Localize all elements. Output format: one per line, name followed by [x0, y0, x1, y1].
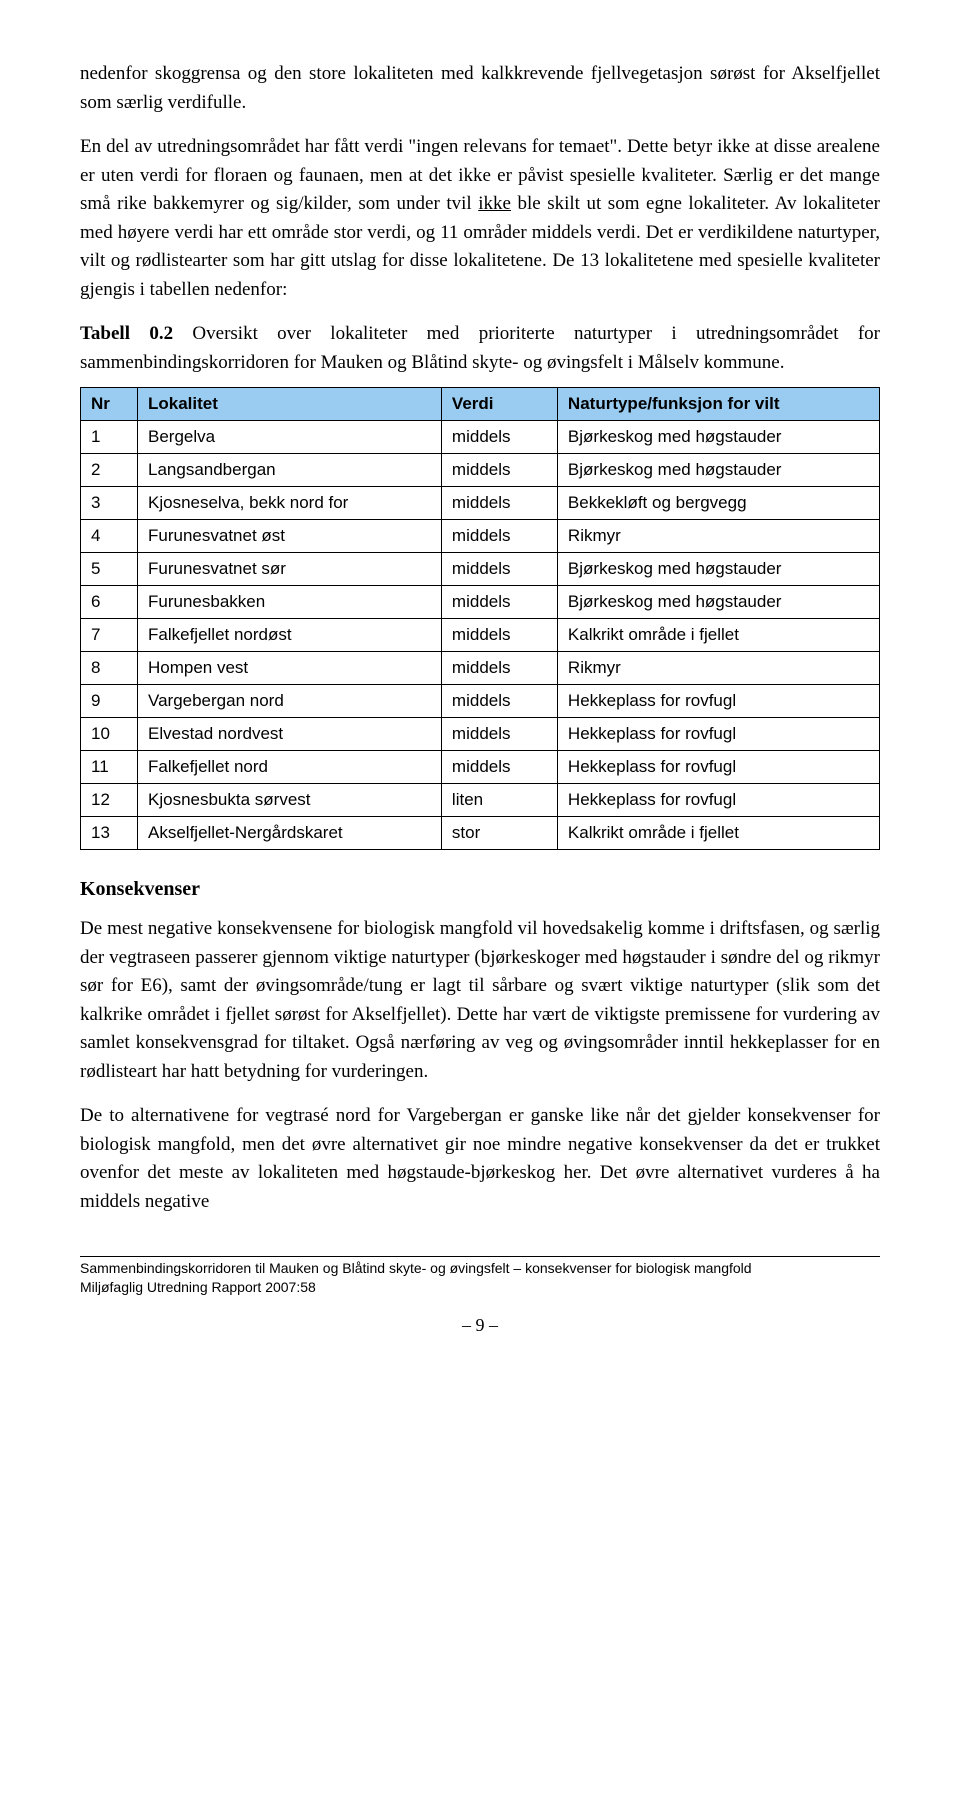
konsekvenser-paragraph-2: De to alternativene for vegtrasé nord fo… [80, 1102, 880, 1216]
cell-natur: Bjørkeskog med høgstauder [557, 421, 879, 454]
table-row: 9Vargebergan nordmiddelsHekkeplass for r… [81, 685, 880, 718]
table-row: 8Hompen vestmiddelsRikmyr [81, 652, 880, 685]
cell-natur: Bekkekløft og bergvegg [557, 487, 879, 520]
cell-natur: Hekkeplass for rovfugl [557, 685, 879, 718]
cell-nr: 9 [81, 685, 138, 718]
footer-line-1: Sammenbindingskorridoren til Mauken og B… [80, 1259, 880, 1278]
paragraph-1: nedenfor skoggrensa og den store lokalit… [80, 60, 880, 117]
cell-nr: 12 [81, 784, 138, 817]
cell-lokalitet: Furunesbakken [138, 586, 442, 619]
cell-lokalitet: Falkefjellet nordøst [138, 619, 442, 652]
table-row: 3Kjosneselva, bekk nord formiddelsBekkek… [81, 487, 880, 520]
cell-natur: Rikmyr [557, 652, 879, 685]
cell-natur: Bjørkeskog med høgstauder [557, 454, 879, 487]
cell-verdi: middels [441, 454, 557, 487]
cell-nr: 7 [81, 619, 138, 652]
localities-table: Nr Lokalitet Verdi Naturtype/funksjon fo… [80, 387, 880, 850]
cell-lokalitet: Furunesvatnet sør [138, 553, 442, 586]
cell-natur: Hekkeplass for rovfugl [557, 784, 879, 817]
paragraph-2: En del av utredningsområdet har fått ver… [80, 133, 880, 304]
col-header-nr: Nr [81, 388, 138, 421]
cell-nr: 10 [81, 718, 138, 751]
cell-lokalitet: Vargebergan nord [138, 685, 442, 718]
section-heading-konsekvenser: Konsekvenser [80, 878, 880, 901]
cell-nr: 2 [81, 454, 138, 487]
cell-nr: 11 [81, 751, 138, 784]
paragraph-2-underline: ikke [478, 193, 511, 214]
table-caption-text: Oversikt over lokaliteter med prioritert… [80, 323, 880, 373]
table-row: 5Furunesvatnet sørmiddelsBjørkeskog med … [81, 553, 880, 586]
cell-verdi: liten [441, 784, 557, 817]
cell-verdi: middels [441, 685, 557, 718]
table-body: 1BergelvamiddelsBjørkeskog med høgstaude… [81, 421, 880, 850]
cell-lokalitet: Langsandbergan [138, 454, 442, 487]
cell-verdi: middels [441, 718, 557, 751]
page-footer: Sammenbindingskorridoren til Mauken og B… [80, 1256, 880, 1297]
cell-nr: 6 [81, 586, 138, 619]
cell-nr: 3 [81, 487, 138, 520]
footer-line-2: Miljøfaglig Utredning Rapport 2007:58 [80, 1278, 880, 1297]
table-row: 2LangsandberganmiddelsBjørkeskog med høg… [81, 454, 880, 487]
cell-natur: Hekkeplass for rovfugl [557, 718, 879, 751]
cell-natur: Rikmyr [557, 520, 879, 553]
konsekvenser-paragraph-1: De mest negative konsekvensene for biolo… [80, 915, 880, 1086]
cell-natur: Hekkeplass for rovfugl [557, 751, 879, 784]
cell-verdi: middels [441, 751, 557, 784]
table-caption: Tabell 0.2 Oversikt over lokaliteter med… [80, 320, 880, 377]
table-header: Nr Lokalitet Verdi Naturtype/funksjon fo… [81, 388, 880, 421]
col-header-naturtype: Naturtype/funksjon for vilt [557, 388, 879, 421]
cell-natur: Bjørkeskog med høgstauder [557, 553, 879, 586]
table-row: 12Kjosnesbukta sørvestlitenHekkeplass fo… [81, 784, 880, 817]
cell-lokalitet: Elvestad nordvest [138, 718, 442, 751]
cell-verdi: middels [441, 652, 557, 685]
cell-lokalitet: Kjosneselva, bekk nord for [138, 487, 442, 520]
cell-lokalitet: Kjosnesbukta sørvest [138, 784, 442, 817]
cell-nr: 5 [81, 553, 138, 586]
cell-verdi: middels [441, 619, 557, 652]
cell-verdi: middels [441, 520, 557, 553]
paragraph-1-text: nedenfor skoggrensa og den store lokalit… [80, 63, 880, 113]
cell-verdi: middels [441, 553, 557, 586]
cell-natur: Bjørkeskog med høgstauder [557, 586, 879, 619]
cell-verdi: stor [441, 817, 557, 850]
cell-natur: Kalkrikt område i fjellet [557, 817, 879, 850]
document-page: nedenfor skoggrensa og den store lokalit… [0, 0, 960, 1376]
cell-lokalitet: Falkefjellet nord [138, 751, 442, 784]
cell-nr: 4 [81, 520, 138, 553]
cell-verdi: middels [441, 487, 557, 520]
table-row: 6FurunesbakkenmiddelsBjørkeskog med høgs… [81, 586, 880, 619]
cell-nr: 1 [81, 421, 138, 454]
cell-nr: 13 [81, 817, 138, 850]
col-header-verdi: Verdi [441, 388, 557, 421]
table-row: 13Akselfjellet-NergårdskaretstorKalkrikt… [81, 817, 880, 850]
page-number: – 9 – [80, 1315, 880, 1336]
cell-nr: 8 [81, 652, 138, 685]
table-caption-label: Tabell 0.2 [80, 323, 173, 344]
cell-verdi: middels [441, 421, 557, 454]
cell-lokalitet: Akselfjellet-Nergårdskaret [138, 817, 442, 850]
cell-lokalitet: Furunesvatnet øst [138, 520, 442, 553]
cell-lokalitet: Hompen vest [138, 652, 442, 685]
cell-natur: Kalkrikt område i fjellet [557, 619, 879, 652]
table-row: 4Furunesvatnet østmiddelsRikmyr [81, 520, 880, 553]
table-row: 11Falkefjellet nordmiddelsHekkeplass for… [81, 751, 880, 784]
table-row: 7Falkefjellet nordøstmiddelsKalkrikt omr… [81, 619, 880, 652]
cell-verdi: middels [441, 586, 557, 619]
cell-lokalitet: Bergelva [138, 421, 442, 454]
table-row: 1BergelvamiddelsBjørkeskog med høgstaude… [81, 421, 880, 454]
table-row: 10Elvestad nordvestmiddelsHekkeplass for… [81, 718, 880, 751]
col-header-lokalitet: Lokalitet [138, 388, 442, 421]
